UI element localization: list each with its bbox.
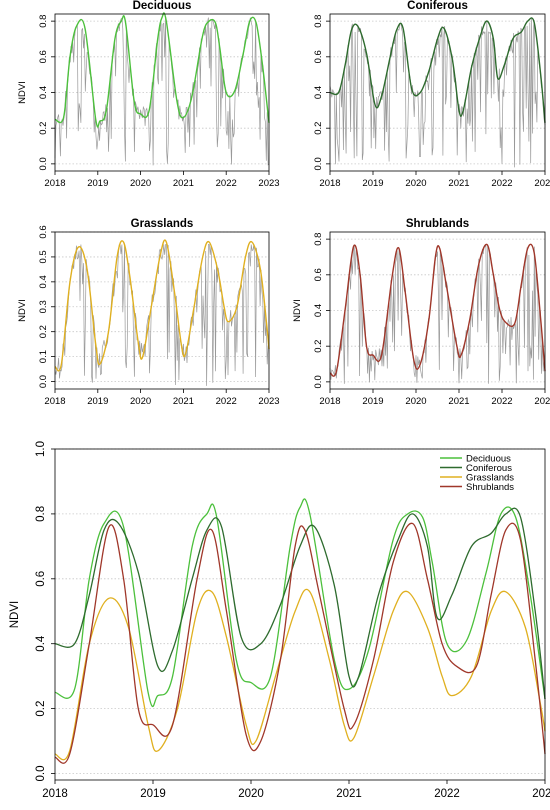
chart-title: Shrublands [406, 218, 469, 230]
raw-ndvi-trace [329, 244, 546, 384]
y-tick-label: 0.1 [38, 350, 49, 363]
y-tick-label: 0.0 [313, 157, 324, 170]
series-line-shrublands [54, 522, 546, 764]
x-tick-label: 2018 [44, 178, 65, 189]
plot-frame [54, 231, 270, 390]
x-tick-label: 2019 [362, 396, 383, 407]
y-tick-label: 0.0 [38, 157, 49, 170]
y-tick-label: 0.4 [35, 635, 47, 652]
x-tick-label: 2019 [140, 788, 166, 800]
x-tick-label: 2020 [130, 396, 151, 407]
chart-title: Grasslands [131, 218, 194, 230]
y-axis-label: NDVI [17, 81, 28, 104]
y-tick-label: 0.8 [35, 506, 47, 522]
y-tick-label: 1.0 [35, 441, 47, 457]
x-tick-label: 2022 [434, 788, 460, 800]
y-tick-label: 0.2 [38, 122, 49, 135]
x-tick-label: 2020 [238, 788, 264, 800]
y-tick-label: 0.0 [35, 766, 47, 782]
y-tick-label: 0.6 [313, 268, 324, 281]
legend-label: Grasslands [466, 472, 514, 483]
x-tick-label: 2022 [491, 396, 512, 407]
plot-frame [54, 448, 546, 781]
x-tick-label: 2018 [319, 396, 340, 407]
x-tick-label: 2022 [216, 178, 237, 189]
x-tick-label: 2022 [216, 396, 237, 407]
y-tick-label: 0.8 [313, 15, 324, 28]
y-tick-label: 0.4 [313, 304, 324, 317]
y-tick-label: 0.6 [38, 225, 49, 238]
x-tick-label: 2021 [448, 396, 469, 407]
y-tick-label: 0.6 [35, 571, 47, 587]
chart-panel-3: 2018 2019 2020 2021 2022 2023 0.0 0.2 0.4 0.6 0.8 N… [292, 218, 550, 407]
x-tick-label: 2019 [87, 178, 108, 189]
y-axis-label: NDVI [9, 601, 21, 628]
x-tick-label: 2023 [532, 788, 550, 800]
legend-label: Deciduous [466, 453, 511, 464]
series-line-coniferous [54, 507, 546, 699]
series-line-3 [329, 243, 546, 377]
y-tick-label: 0.2 [38, 325, 49, 338]
x-tick-label: 2023 [258, 178, 279, 189]
x-tick-label: 2021 [173, 396, 194, 407]
chart-panel-2: 2018 2019 2020 2021 2022 2023 0.0 0.1 0.2 0.3 0.4 0… [17, 218, 280, 407]
x-tick-label: 2018 [319, 178, 340, 189]
y-tick-label: 0.2 [35, 701, 47, 717]
y-tick-label: 0.6 [38, 50, 49, 63]
y-tick-label: 0.6 [313, 50, 324, 63]
x-tick-label: 2020 [405, 396, 426, 407]
x-tick-label: 2023 [534, 178, 550, 189]
raw-ndvi-trace [329, 17, 546, 168]
x-tick-label: 2018 [42, 788, 68, 800]
y-axis-label: NDVI [17, 299, 28, 322]
x-tick-label: 2020 [405, 178, 426, 189]
y-axis-label: NDVI [292, 299, 303, 322]
y-tick-label: 0.4 [313, 86, 324, 99]
y-tick-label: 0.2 [313, 340, 324, 353]
y-tick-label: 0.0 [313, 375, 324, 388]
x-tick-label: 2023 [534, 396, 550, 407]
x-tick-label: 2020 [130, 178, 151, 189]
y-tick-label: 0.8 [38, 15, 49, 28]
x-tick-label: 2018 [44, 396, 65, 407]
chart-panel-1: 2018 2019 2020 2021 2022 2023 0.0 0.2 0.4 0.6 0.8 C… [313, 0, 550, 189]
y-tick-label: 0.5 [38, 250, 49, 263]
x-tick-label: 2023 [258, 396, 279, 407]
chart-panel-0: 2018 2019 2020 2021 2022 2023 0.0 0.2 0.4 0.6 0.8 N… [17, 0, 280, 189]
x-tick-label: 2021 [173, 178, 194, 189]
series-line-2 [54, 239, 270, 372]
x-tick-label: 2021 [336, 788, 362, 800]
y-tick-label: 0.4 [38, 86, 49, 99]
y-tick-label: 0.3 [38, 300, 49, 313]
x-tick-label: 2021 [448, 178, 469, 189]
x-tick-label: 2022 [491, 178, 512, 189]
y-tick-label: 0.2 [313, 122, 324, 135]
x-tick-label: 2019 [87, 396, 108, 407]
legend-label: Coniferous [466, 463, 512, 474]
series-line-1 [329, 17, 546, 123]
x-tick-label: 2019 [362, 178, 383, 189]
legend-label: Shrublands [466, 482, 514, 493]
chart-title: Coniferous [407, 0, 468, 12]
series-line-0 [54, 12, 270, 128]
y-tick-label: 0.8 [313, 233, 324, 246]
series-line-grasslands [54, 588, 546, 761]
chart-title: Deciduous [133, 0, 192, 12]
series-line-deciduous [54, 498, 546, 708]
chart-panel-4: 2018 2019 2020 2021 2022 2023 0.0 0.2 0.4 0.6 0.8 1… [9, 441, 550, 800]
y-tick-label: 0.4 [38, 275, 49, 288]
y-tick-label: 0.0 [38, 375, 49, 388]
